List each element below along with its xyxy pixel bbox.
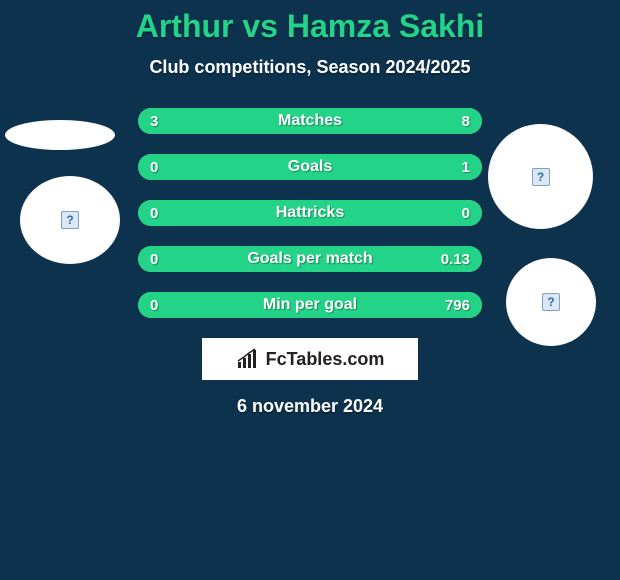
stat-fill-right — [231, 108, 482, 134]
player-photo-left — [5, 120, 115, 150]
page-title: Arthur vs Hamza Sakhi — [0, 0, 620, 45]
site-logo: FcTables.com — [202, 338, 418, 380]
team-badge-right: ? — [506, 258, 596, 346]
stat-row: 00.13Goals per match — [138, 246, 482, 272]
stat-fill-right — [138, 292, 482, 318]
placeholder-icon: ? — [542, 293, 560, 311]
stat-row: 38Matches — [138, 108, 482, 134]
stat-row: 00Hattricks — [138, 200, 482, 226]
team-badge-left: ? — [20, 176, 120, 264]
stat-fill-right — [138, 154, 482, 180]
placeholder-icon: ? — [532, 168, 550, 186]
placeholder-icon: ? — [61, 211, 79, 229]
date-label: 6 november 2024 — [0, 396, 620, 417]
stat-fill-left — [138, 108, 231, 134]
stat-row: 01Goals — [138, 154, 482, 180]
chart-icon — [236, 348, 262, 370]
stat-fill-right — [138, 246, 482, 272]
player-photo-right: ? — [488, 124, 593, 229]
subtitle: Club competitions, Season 2024/2025 — [0, 57, 620, 78]
stat-fill-left — [138, 200, 310, 226]
stat-fill-right — [310, 200, 482, 226]
stats-container: 38Matches 01Goals 00Hattricks 00.13Goals pe… — [138, 108, 482, 318]
stat-row: 0796Min per goal — [138, 292, 482, 318]
site-logo-text: FcTables.com — [266, 349, 385, 370]
